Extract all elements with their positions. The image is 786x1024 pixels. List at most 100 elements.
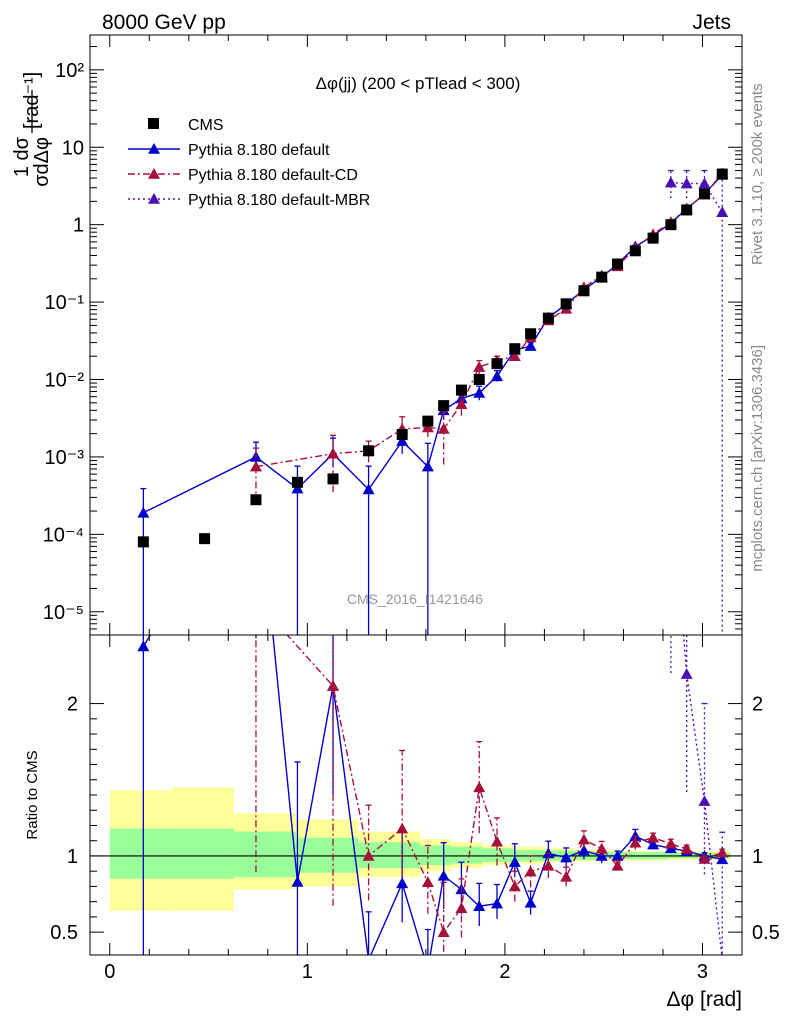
main-ytick-label-2: 10⁻³ [45,447,85,469]
cms-point-20 [647,232,659,244]
cms-point-9 [455,384,467,396]
band-green-6 [451,846,483,864]
band-green-2 [233,831,296,878]
ratio-marker-2-0 [665,469,677,480]
series-marker-2-0 [664,176,677,188]
ratio-marker-1-6 [455,902,468,913]
ratio-marker-1-17 [647,831,660,843]
xtick-label-3: 3 [697,961,708,983]
cms-point-7 [422,415,434,427]
ratio-ytick-label-1: 1 [67,846,78,868]
ratio-ytick-label-right-0: 0.5 [752,922,780,944]
ratio-marker-1-1 [327,679,340,691]
series-marker-0-10 [491,370,504,382]
legend-marker-3 [148,193,160,204]
series-marker-1-6 [455,398,468,409]
legend-label-0: CMS [188,117,224,134]
cms-point-23 [698,188,710,200]
ratio-ytick-label-0: 0.5 [50,922,78,944]
ylabel-frac-one: 1 [11,166,33,177]
plot-title: Δφ(jj) (200 < pTlead < 300) [316,74,521,93]
cms-point-17 [596,271,608,283]
series-marker-2-3 [716,206,729,217]
xtick-label-1: 1 [302,961,313,983]
mcplots-label: mcplots.cern.ch [arXiv:1306.3436] [749,345,766,572]
band-green-1 [171,828,234,879]
series-marker-1-4 [421,421,434,433]
header-right: Jets [692,11,731,34]
cms-point-4 [327,473,339,485]
legend-label-2: Pythia 8.180 default-CD [188,167,358,184]
cms-point-6 [396,428,408,440]
ratio-marker-1-19 [680,843,693,854]
header-left: 8000 GeV pp [102,11,226,34]
series-line-2 [670,181,723,213]
main-ytick-label-3: 10⁻² [45,370,85,392]
cms-point-1 [199,533,211,545]
cms-point-22 [681,204,693,216]
cms-point-24 [716,168,728,180]
ratio-marker-1-0 [250,594,262,605]
series-marker-0-2 [291,482,304,494]
series-line-0 [143,174,723,514]
axes: 0 1 2 3 10⁻⁵ 10⁻⁴ 10⁻³ 10⁻² 10⁻¹ 1 10 10² 0.5 0.5 1 1 2 2 [43,35,780,983]
ratio-marker-0-4 [368,954,370,955]
ratio-marker-1-8 [491,835,504,847]
series-line-1 [255,172,723,468]
legend-marker-1 [148,143,160,154]
legend-label-3: Pythia 8.180 default-MBR [188,192,370,209]
main-ytick-label-5: 1 [73,215,84,237]
band-green-5 [420,845,452,866]
cms-point-12 [509,343,521,355]
cms-point-3 [291,476,303,488]
band-green-7 [482,848,514,863]
ylabel-frac-bottom: σdΔφ [31,137,53,187]
xtick-label-0: 0 [104,961,115,983]
cms-point-11 [491,358,503,370]
series-marker-0-5 [396,435,409,446]
xlabel: Δφ [rad] [667,988,743,1011]
ratio-marker-2-1 [680,668,693,679]
cms-point-0 [137,536,149,548]
cms-point-8 [438,400,450,412]
series-marker-0-0 [137,506,150,518]
series-marker-0-4 [362,483,375,495]
ylabel-frac-d: dσ [11,136,33,160]
main-ytick-label-6: 10 [62,137,84,159]
legend-cms-marker [148,118,159,129]
legend-label-1: Pythia 8.180 default [188,142,330,159]
ratio-marker-0-6 [422,963,434,974]
ylabel-frac-top: 1 dσ [11,136,33,177]
cms-point-5 [363,445,375,457]
ratio-ytick-label-right-2: 2 [752,694,763,716]
series-marker-1-1 [327,447,340,459]
series-marker-1-9 [508,350,521,362]
main-ytick-label-1: 10⁻⁴ [43,524,84,546]
main-ytick-label-7: 10² [55,60,84,82]
main-plot-marks [137,167,729,635]
series-marker-1-0 [249,460,262,472]
ratio-marker-1-18 [664,837,677,849]
ratio-ytick-label-2: 2 [67,694,78,716]
xtick-label-2: 2 [499,961,510,983]
ratio-line-2 [682,635,723,955]
main-ytick-label-0: 10⁻⁵ [43,602,84,624]
cms-point-19 [629,245,641,257]
cms-point-18 [612,258,624,270]
cms-point-2 [250,494,262,506]
series-marker-1-7 [473,361,486,372]
ratio-line-1 [286,635,723,934]
band-green-3 [295,837,359,873]
series-marker-2-2 [698,177,711,189]
cms-point-15 [560,298,572,310]
series-marker-2-1 [680,177,693,189]
ratio-marker-1-14 [595,842,608,854]
ratio-marker-1-13 [577,833,590,845]
series-marker-0-6 [421,460,434,472]
legend-marker-2 [148,168,160,179]
ratio-ytick-label-right-1: 1 [752,846,763,868]
rivet-label: Rivet 3.1.10, ≥ 200k events [749,83,766,265]
cms-point-21 [665,219,677,231]
ratio-plot-marks [137,469,729,974]
